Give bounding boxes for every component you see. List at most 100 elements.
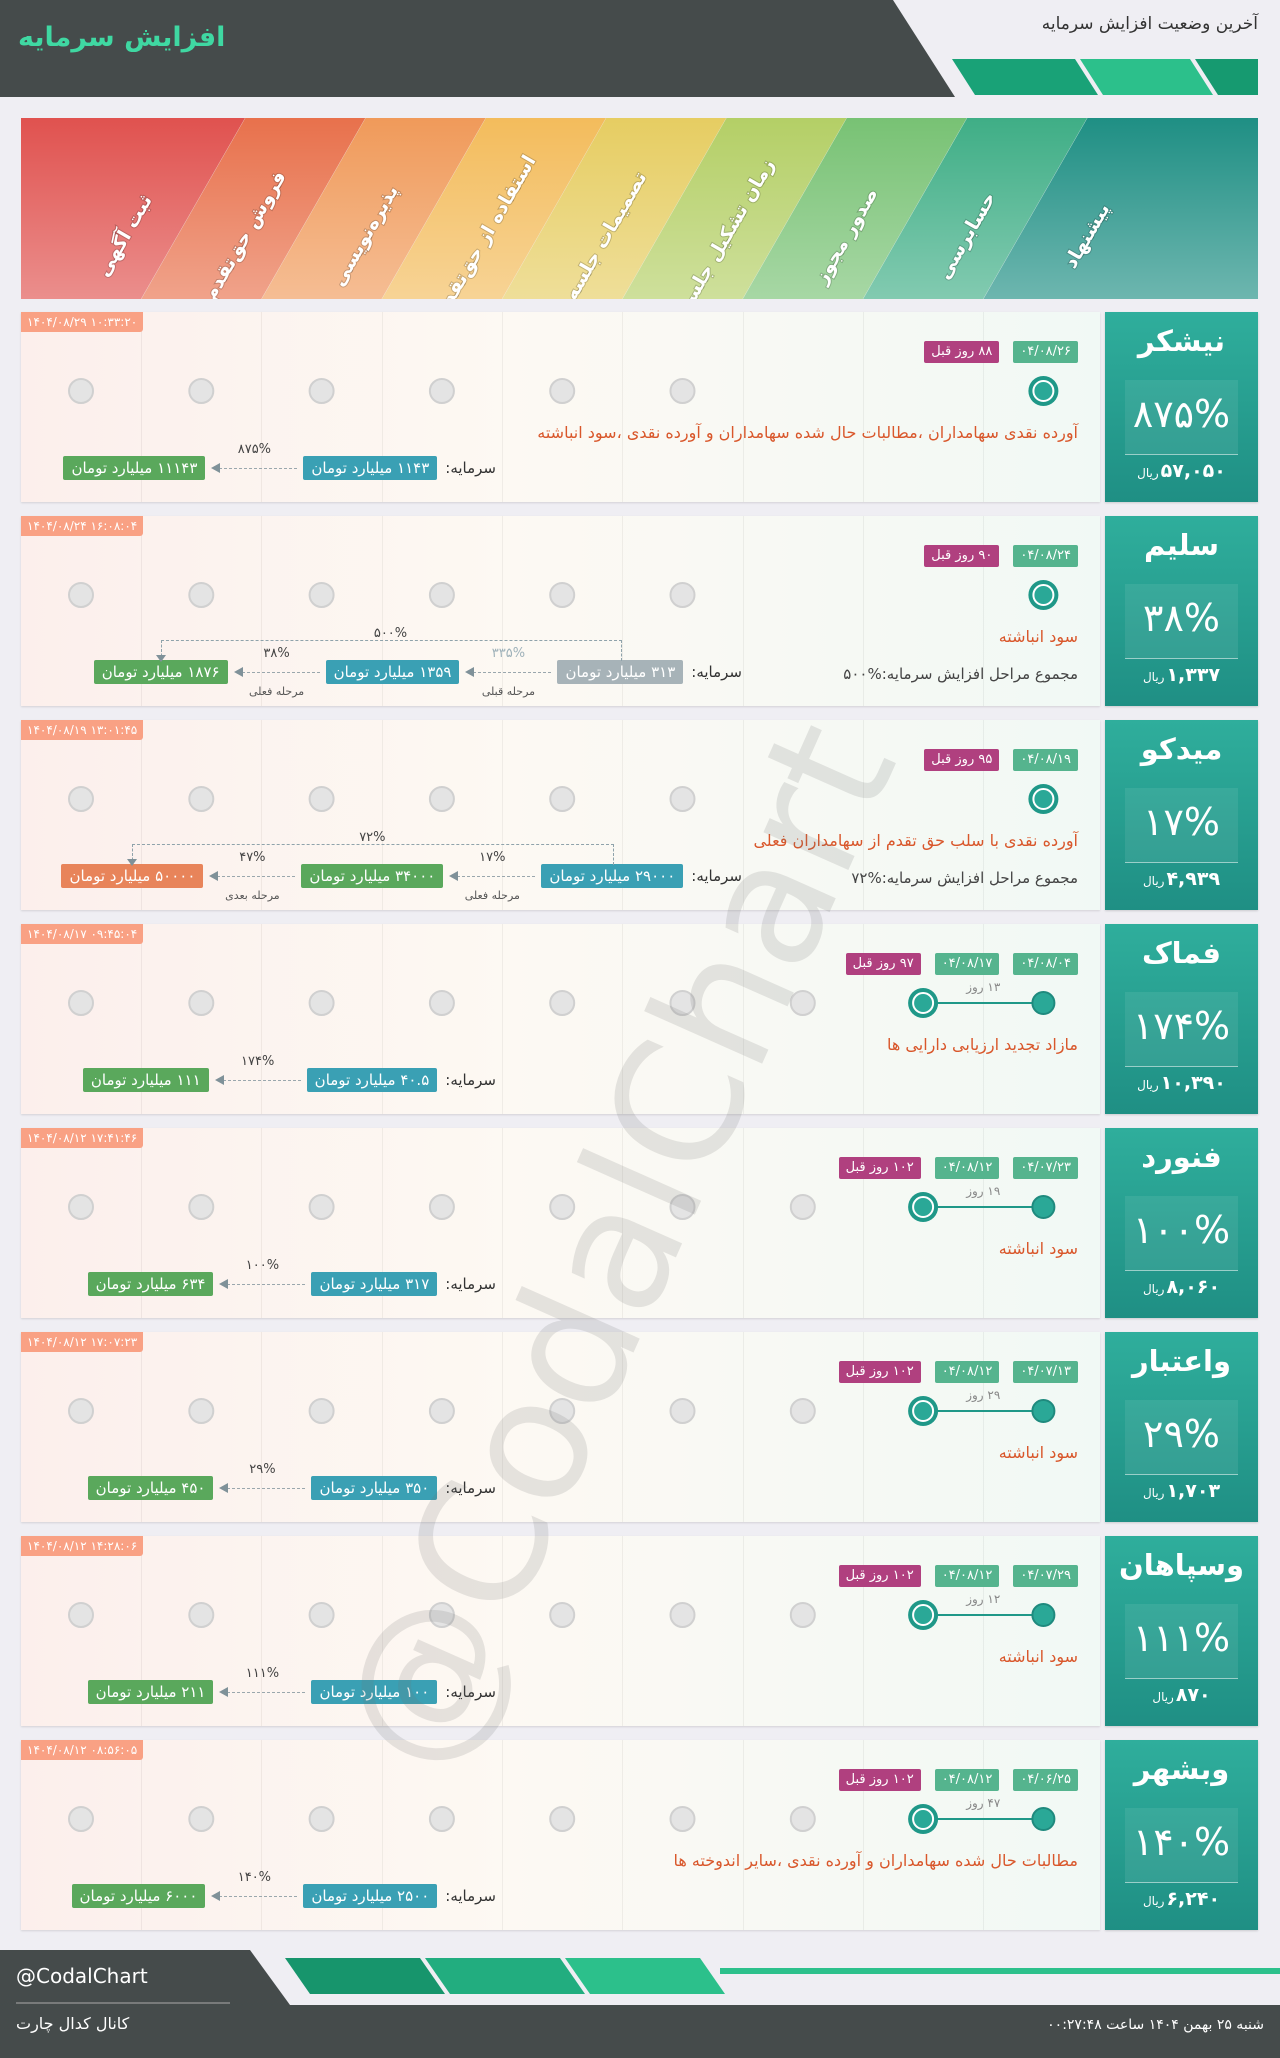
capital-label: سرمایه:	[691, 867, 742, 885]
column-line	[381, 516, 383, 706]
price: ۸۷۰ ریال	[1105, 1684, 1258, 1706]
step-arrow	[449, 871, 459, 881]
capital-box: ۳۱۷ میلیارد تومان	[311, 1272, 438, 1296]
capital-box: ۱۸۷۶ میلیارد تومان	[93, 660, 228, 684]
capital-box: ۳۱۳ میلیارد تومان	[557, 660, 684, 684]
price: ۵۷,۰۵۰ ریال	[1105, 460, 1258, 482]
stage-dot	[188, 1194, 215, 1220]
capital-box: ۱۱۱ میلیارد تومان	[82, 1068, 209, 1092]
percent: ۸۷۵%	[1132, 392, 1231, 436]
capital-step: ۴۷% مرحله بعدی	[209, 850, 296, 902]
overall-arrow	[127, 859, 138, 866]
column-line	[862, 1536, 864, 1726]
column-line	[983, 312, 985, 502]
percent-panel	[1125, 1196, 1238, 1271]
percent-panel	[1125, 584, 1238, 659]
days-ago: ۱۰۲ روز قبل	[838, 1157, 921, 1179]
capital-box: ۶۰۰۰ میلیارد تومان	[71, 1884, 206, 1908]
column-line	[742, 924, 744, 1114]
percent: ۲۹%	[1143, 1412, 1220, 1456]
step-line	[227, 1284, 306, 1285]
date-chip: ۰۴/۰۷/۱۳	[1013, 1361, 1078, 1383]
stage-dot-active-inner	[912, 1400, 935, 1422]
stage-dot-active-inner	[912, 1196, 935, 1218]
source: مطالبات حال شده سهامداران و آورده نقدی ،…	[673, 1851, 1078, 1870]
stage-dot-active-inner	[912, 1808, 935, 1830]
capital-step: ۲۹%	[219, 1462, 306, 1500]
column-line	[141, 516, 142, 706]
column-line	[501, 1128, 503, 1318]
days-ago: ۹۵ روز قبل	[924, 749, 1000, 771]
stripe-line	[720, 1968, 1280, 1974]
overall-pct: ۵۰۰%	[373, 626, 408, 641]
capital-label: سرمایه:	[445, 459, 496, 477]
stage-dot	[188, 786, 215, 812]
price: ۱,۷۰۳ ریال	[1105, 1480, 1258, 1502]
overall-pct: ۷۲%	[359, 830, 386, 845]
stage-dot	[669, 990, 696, 1016]
stage-dot-end	[1031, 1195, 1056, 1219]
stage-dot	[428, 1398, 455, 1424]
company-card: ۱۴۰۴/۰۸/۱۷ ۰۹:۴۵:۰۴ ۰۴/۰۸/۰۴ ۰۴/۰۸/۱۷ ۹۷ رو…	[21, 924, 1100, 1114]
date-chip: ۰۴/۰۸/۲۴	[1013, 545, 1078, 567]
stage-dot	[789, 990, 816, 1016]
capital-box: ۳۴۰۰۰ میلیارد تومان	[301, 864, 444, 888]
stage-dot-active-inner	[912, 1604, 935, 1626]
column-line	[381, 1536, 383, 1726]
date-chip: ۰۴/۰۸/۱۹	[1013, 749, 1078, 771]
column-line	[141, 924, 142, 1114]
step-pct: ۱۱۱%	[245, 1666, 280, 1681]
price: ۱۰,۳۹۰ ریال	[1105, 1072, 1258, 1094]
capital-step: ۱۴۰%	[211, 1870, 298, 1908]
column-line	[742, 1332, 744, 1522]
price: ۱,۳۳۷ ریال	[1105, 664, 1258, 686]
price-unit: ریال	[1142, 670, 1165, 684]
step-note: مرحله فعلی	[464, 889, 520, 902]
timeline: ۱۹ روز	[68, 1184, 1056, 1222]
column-line	[742, 720, 744, 910]
stage-dot	[669, 378, 696, 404]
price-value: ۵۷,۰۵۰	[1160, 460, 1226, 482]
percent-panel	[1125, 380, 1238, 455]
stage-dot	[549, 786, 576, 812]
company-name: میدکو	[1140, 732, 1223, 766]
column-line	[261, 720, 263, 910]
overall-arrow	[155, 655, 166, 662]
gap-label: ۴۷ روز	[965, 1796, 1001, 1811]
capital-step: ۳۸% مرحله فعلی	[233, 646, 320, 698]
column-line	[261, 1536, 263, 1726]
timestamp: ۱۴۰۴/۰۸/۱۲ ۰۸:۵۶:۰۵	[21, 1740, 144, 1760]
step-line	[217, 876, 296, 877]
date-chip: ۰۴/۰۸/۱۷	[934, 953, 1000, 975]
stage-dot	[188, 582, 215, 608]
percent: ۱۷%	[1143, 800, 1220, 844]
step-pct: ۳۸%	[263, 646, 290, 661]
capital-flow: سرمایه: ۳۱۷ میلیارد تومان ۱۰۰% ۶۳۴ میلیارد …	[87, 1258, 496, 1296]
source: آورده نقدی سهامداران ،مطالبات حال شده سه…	[537, 423, 1078, 442]
stage-dot	[428, 990, 455, 1016]
column-line	[381, 1332, 383, 1522]
timeline: ۴۷ روز	[68, 1796, 1056, 1834]
stage-dot-active-inner	[1032, 788, 1055, 810]
stage-dot-active-inner	[1032, 584, 1055, 606]
step-pct: ۲۹%	[249, 1462, 276, 1477]
column-line	[261, 312, 263, 502]
capital-box: ۱۱۱۴۳ میلیارد تومان	[63, 456, 206, 480]
stage-dot-active-inner	[912, 992, 935, 1014]
column-line	[983, 720, 985, 910]
capital-label: سرمایه:	[445, 1479, 496, 1497]
column-line	[501, 1740, 503, 1930]
percent-panel	[1125, 1808, 1238, 1883]
gap-label: ۲۹ روز	[965, 1388, 1000, 1403]
percent-panel	[1125, 992, 1238, 1067]
capital-box: ۲۵۰۰ میلیارد تومان	[303, 1884, 438, 1908]
timestamp: ۱۴۰۴/۰۸/۱۲ ۱۷:۰۷:۲۳	[21, 1332, 144, 1352]
column-line	[983, 1536, 985, 1726]
stage-dot-end	[1031, 1603, 1056, 1627]
capital-box: ۴۰.۵ میلیارد تومان	[306, 1068, 438, 1092]
stage-dot	[789, 1194, 816, 1220]
column-line	[622, 1740, 624, 1930]
step-arrow	[219, 1279, 229, 1289]
stage-dot	[669, 786, 696, 812]
